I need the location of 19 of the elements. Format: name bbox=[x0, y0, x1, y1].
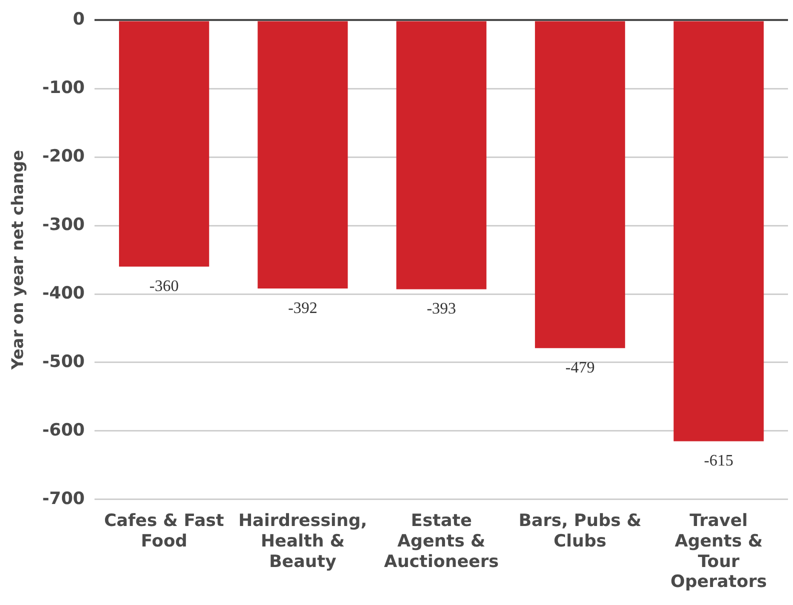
y-tick-label: 0 bbox=[72, 10, 85, 30]
y-tick-label: -700 bbox=[42, 488, 85, 509]
y-tick-label: -200 bbox=[42, 146, 85, 167]
data-label: -393 bbox=[426, 300, 456, 318]
x-tick-label: Cafes & Fast Food bbox=[104, 511, 224, 552]
x-tick-label: Travel Agents & Tour Operators bbox=[670, 511, 767, 592]
data-label: -360 bbox=[149, 278, 179, 295]
x-tick-label: Hairdressing, Health & Beauty bbox=[238, 511, 368, 572]
data-label: -479 bbox=[565, 359, 595, 376]
y-tick-label: -100 bbox=[42, 78, 85, 98]
y-tick-label: -600 bbox=[42, 420, 85, 440]
x-tick-label: Estate Agents & Auctioneers bbox=[384, 511, 499, 572]
data-label: -392 bbox=[288, 300, 318, 317]
x-tick-label: Bars, Pubs & Clubs bbox=[518, 511, 642, 552]
y-axis-title: Year on year net change bbox=[8, 150, 27, 371]
y-tick-label: -400 bbox=[42, 283, 85, 304]
y-tick-label: -300 bbox=[42, 214, 85, 235]
data-label: -615 bbox=[704, 452, 734, 470]
y-tick-label: -500 bbox=[42, 352, 85, 372]
